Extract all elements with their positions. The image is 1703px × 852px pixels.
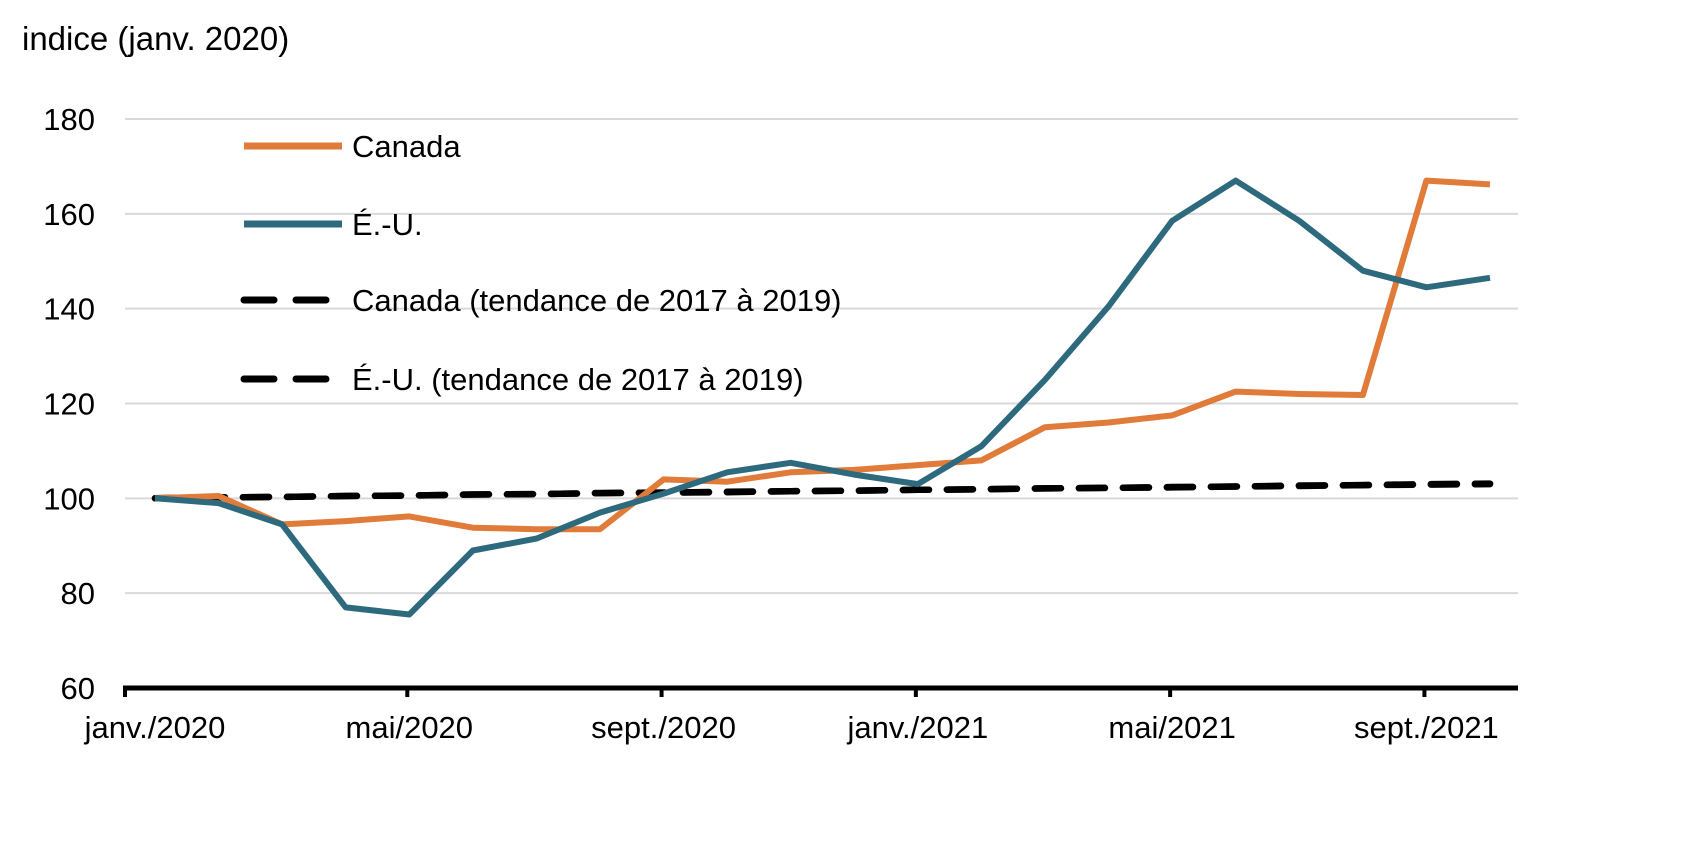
y-tick-label-180: 180 <box>43 102 95 137</box>
legend-item-e-u-tendance-de-2017-a-2019: É.-U. (tendance de 2017 à 2019) <box>240 362 804 397</box>
x-tick-label-sept-2020: sept./2020 <box>591 710 736 745</box>
y-tick-label-60: 60 <box>61 671 95 706</box>
x-tick-label-janv-2020: janv./2020 <box>84 710 226 745</box>
x-tick-labels: janv./2020 mai/2020 sept./2020 janv./2021 ma… <box>84 710 1499 745</box>
y-tick-label-120: 120 <box>43 387 95 422</box>
x-tick-label-mai-2020: mai/2020 <box>346 710 474 745</box>
legend: Canada É.-U. Canada (tendance de 2017 à 20… <box>240 129 842 397</box>
legend-label-canada: Canada <box>352 129 461 164</box>
y-tick-label-140: 140 <box>43 292 95 327</box>
legend-item-canada: Canada <box>244 129 461 164</box>
y-tick-label-100: 100 <box>43 481 95 516</box>
y-tick-label-80: 80 <box>61 576 95 611</box>
legend-label-canada-tendance-de-2017-a-2019: Canada (tendance de 2017 à 2019) <box>352 283 842 318</box>
x-tick-label-mai-2021: mai/2021 <box>1108 710 1236 745</box>
y-tick-labels: 60 80 100 120 140 160 180 <box>43 102 95 706</box>
x-tick-label-janv-2021: janv./2021 <box>846 710 988 745</box>
y-tick-label-160: 160 <box>43 197 95 232</box>
legend-item-canada-tendance-de-2017-a-2019: Canada (tendance de 2017 à 2019) <box>240 283 842 318</box>
x-axis <box>123 685 1518 697</box>
x-tick-label-sept-2021: sept./2021 <box>1354 710 1499 745</box>
y-axis-label: indice (janv. 2020) <box>22 20 289 57</box>
legend-item-e-u: É.-U. <box>244 207 423 242</box>
series-line-e-u <box>154 177 1491 618</box>
legend-label-e-u-tendance-de-2017-a-2019: É.-U. (tendance de 2017 à 2019) <box>352 362 804 397</box>
series-line-e-u-tendance-de-2017-a-2019 <box>151 480 1494 502</box>
series-lines <box>151 177 1494 618</box>
legend-label-e-u: É.-U. <box>352 207 423 242</box>
